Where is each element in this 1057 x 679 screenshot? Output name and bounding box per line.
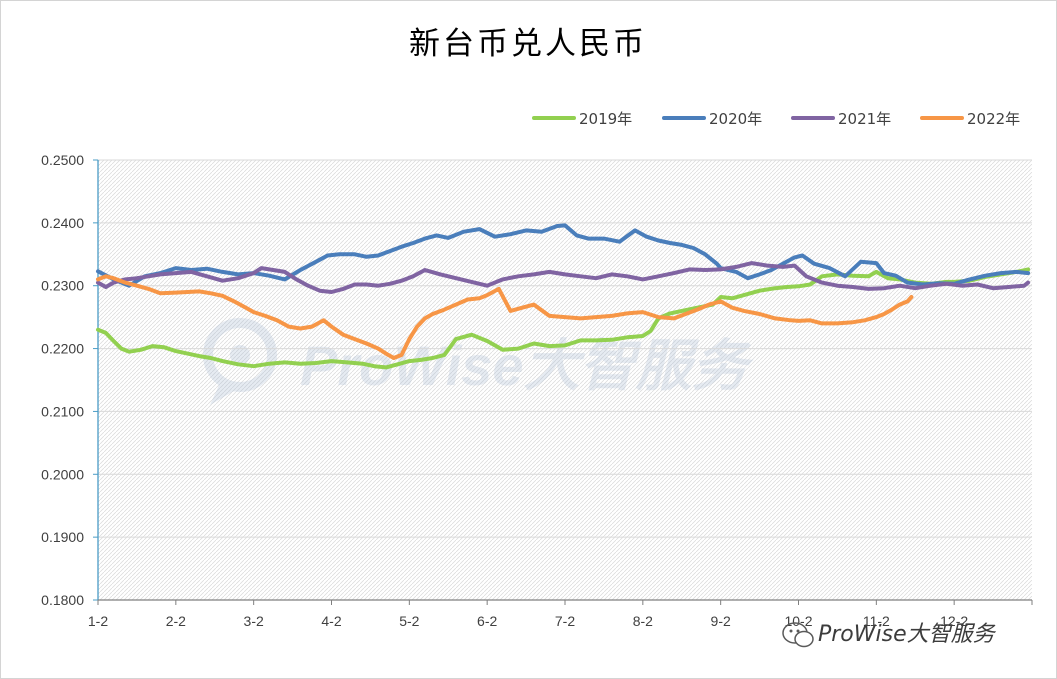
chart-title: 新台币兑人民币 xyxy=(409,26,647,62)
corner-watermark-text: ProWise大智服务 xyxy=(818,622,997,647)
series-layer xyxy=(96,223,1031,370)
x-tick-label: 1-2 xyxy=(88,613,108,629)
plot-area xyxy=(98,160,1032,600)
corner-watermark: ProWise大智服务 xyxy=(782,622,997,648)
x-tick-label: 5-2 xyxy=(399,613,419,629)
legend-item: 2022年 xyxy=(920,110,1020,128)
y-axis: 0.2500 0.2400 0.2300 0.2200 0.2100 0.2000 0.19… xyxy=(41,152,99,608)
wechat-icon xyxy=(782,622,814,648)
prowise-logo-icon xyxy=(203,318,277,405)
legend-label: 2022年 xyxy=(967,110,1020,128)
x-tick-label: 6-2 xyxy=(477,613,497,629)
y-tick-label: 0.2500 xyxy=(41,152,84,168)
series-line-3 xyxy=(96,261,1031,294)
y-tick-label: 0.1800 xyxy=(41,592,84,608)
x-tick-label: 8-2 xyxy=(633,613,653,629)
x-tick-label: 3-2 xyxy=(244,613,264,629)
y-tick-label: 0.2100 xyxy=(41,403,84,419)
gridlines xyxy=(98,159,1032,538)
y-tick-label: 0.2200 xyxy=(41,341,84,357)
legend-label: 2019年 xyxy=(579,110,632,128)
legend-item: 2021年 xyxy=(791,110,891,128)
legend-label: 2020年 xyxy=(709,110,762,128)
series-line-1 xyxy=(96,267,1031,370)
legend-label: 2021年 xyxy=(838,110,891,128)
x-tick-label: 9-2 xyxy=(711,613,731,629)
series-line-4 xyxy=(96,274,914,360)
y-tick-label: 0.2000 xyxy=(41,466,84,482)
x-tick-label: 2-2 xyxy=(166,613,186,629)
x-tick-label: 7-2 xyxy=(555,613,575,629)
y-tick-label: 0.2400 xyxy=(41,215,84,231)
x-tick-label: 4-2 xyxy=(321,613,341,629)
legend-item: 2020年 xyxy=(662,110,762,128)
legend-item: 2019年 xyxy=(532,110,632,128)
legend: 2019年 2020年 2021年 2022年 xyxy=(532,110,1020,128)
x-tick-label: 12-2 xyxy=(940,613,968,629)
x-tick-label: 10-2 xyxy=(784,613,812,629)
x-axis: 1-2 2-2 3-2 4-2 5-2 6-2 7-2 8-2 9-2 10-2 11-2 12-2 xyxy=(88,599,1033,629)
series-line-2 xyxy=(96,223,1031,288)
x-tick-label: 11-2 xyxy=(863,613,890,629)
y-tick-label: 0.1900 xyxy=(41,529,84,545)
y-tick-label: 0.2300 xyxy=(41,278,84,294)
